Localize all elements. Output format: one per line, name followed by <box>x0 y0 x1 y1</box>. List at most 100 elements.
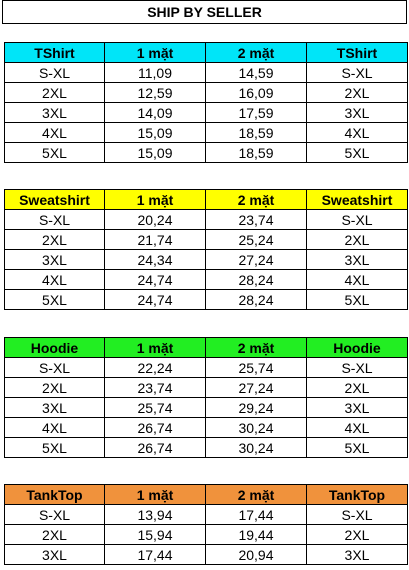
table-cell: 24,34 <box>104 249 206 270</box>
header-cell: Sweatshirt <box>306 189 408 210</box>
table-cell: 5XL <box>4 142 105 163</box>
header-cell: Sweatshirt <box>4 189 105 210</box>
table-cell: S-XL <box>306 504 408 525</box>
table-cell: 24,74 <box>104 289 206 310</box>
table-row: 3XL 17,44 20,94 3XL <box>4 544 408 565</box>
table-cell: 26,74 <box>104 417 206 438</box>
table-cell: 23,74 <box>205 209 307 230</box>
table-row: 3XL 14,09 17,59 3XL <box>4 102 408 123</box>
table-cell: 4XL <box>4 122 105 143</box>
table-cell: 3XL <box>4 544 105 565</box>
table-cell: 17,59 <box>205 102 307 123</box>
header-cell: 1 mặt <box>104 42 206 63</box>
header-cell: TankTop <box>306 484 408 505</box>
table-cell: 17,44 <box>205 504 307 525</box>
table-cell: 12,59 <box>104 82 206 103</box>
table-cell: 2XL <box>4 82 105 103</box>
table-cell: 23,74 <box>104 377 206 398</box>
table-cell: S-XL <box>4 62 105 83</box>
table-cell: S-XL <box>4 504 105 525</box>
hoodie-header-row: Hoodie 1 mặt 2 mặt Hoodie <box>4 337 408 358</box>
header-cell: 1 mặt <box>104 337 206 358</box>
header-cell: TShirt <box>306 42 408 63</box>
table-cell: 5XL <box>306 437 408 458</box>
table-cell: 24,74 <box>104 269 206 290</box>
table-cell: 15,09 <box>104 122 206 143</box>
table-cell: 3XL <box>4 102 105 123</box>
table-cell: 20,24 <box>104 209 206 230</box>
table-row: 4XL 15,09 18,59 4XL <box>4 122 408 143</box>
table-cell: 11,09 <box>104 62 206 83</box>
header-cell: Hoodie <box>306 337 408 358</box>
tanktop-table: TankTop 1 mặt 2 mặt TankTop S-XL 13,94 1… <box>4 484 408 565</box>
table-row: 5XL 24,74 28,24 5XL <box>4 289 408 310</box>
table-cell: 3XL <box>306 102 408 123</box>
table-cell: 15,94 <box>104 524 206 545</box>
table-cell: 5XL <box>4 289 105 310</box>
table-cell: 20,94 <box>205 544 307 565</box>
table-cell: 25,74 <box>104 397 206 418</box>
table-cell: S-XL <box>306 357 408 378</box>
table-cell: 3XL <box>4 397 105 418</box>
table-cell: S-XL <box>4 209 105 230</box>
table-row: 3XL 25,74 29,24 3XL <box>4 397 408 418</box>
tanktop-header-row: TankTop 1 mặt 2 mặt TankTop <box>4 484 408 505</box>
tshirt-table: TShirt 1 mặt 2 mặt TShirt S-XL 11,09 14,… <box>4 42 408 163</box>
sweatshirt-header-row: Sweatshirt 1 mặt 2 mặt Sweatshirt <box>4 189 408 210</box>
table-row: 4XL 26,74 30,24 4XL <box>4 417 408 438</box>
tshirt-header-row: TShirt 1 mặt 2 mặt TShirt <box>4 42 408 63</box>
table-cell: 14,59 <box>205 62 307 83</box>
table-cell: 18,59 <box>205 142 307 163</box>
header-cell: 2 mặt <box>205 189 307 210</box>
table-cell: 28,24 <box>205 269 307 290</box>
header-cell: 2 mặt <box>205 484 307 505</box>
table-cell: 3XL <box>4 249 105 270</box>
header-cell: TShirt <box>4 42 105 63</box>
sheet-title: SHIP BY SELLER <box>2 0 407 24</box>
table-cell: S-XL <box>306 209 408 230</box>
table-cell: S-XL <box>306 62 408 83</box>
table-row: 3XL 24,34 27,24 3XL <box>4 249 408 270</box>
table-row: S-XL 13,94 17,44 S-XL <box>4 504 408 525</box>
table-cell: 16,09 <box>205 82 307 103</box>
sweatshirt-table: Sweatshirt 1 mặt 2 mặt Sweatshirt S-XL 2… <box>4 189 408 310</box>
table-cell: 2XL <box>306 229 408 250</box>
table-cell: 19,44 <box>205 524 307 545</box>
table-row: 4XL 24,74 28,24 4XL <box>4 269 408 290</box>
header-cell: 2 mặt <box>205 42 307 63</box>
table-cell: 2XL <box>4 377 105 398</box>
table-cell: 26,74 <box>104 437 206 458</box>
table-cell: 22,24 <box>104 357 206 378</box>
table-cell: 30,24 <box>205 437 307 458</box>
hoodie-table: Hoodie 1 mặt 2 mặt Hoodie S-XL 22,24 25,… <box>4 337 408 458</box>
table-cell: 4XL <box>306 122 408 143</box>
header-cell: TankTop <box>4 484 105 505</box>
table-row: 2XL 21,74 25,24 2XL <box>4 229 408 250</box>
table-cell: 28,24 <box>205 289 307 310</box>
table-cell: 3XL <box>306 249 408 270</box>
table-row: 2XL 23,74 27,24 2XL <box>4 377 408 398</box>
table-cell: 3XL <box>306 544 408 565</box>
table-cell: 4XL <box>4 417 105 438</box>
table-cell: 13,94 <box>104 504 206 525</box>
header-cell: 2 mặt <box>205 337 307 358</box>
table-row: 2XL 15,94 19,44 2XL <box>4 524 408 545</box>
table-cell: 4XL <box>306 269 408 290</box>
table-row: S-XL 22,24 25,74 S-XL <box>4 357 408 378</box>
table-row: S-XL 20,24 23,74 S-XL <box>4 209 408 230</box>
table-row: S-XL 11,09 14,59 S-XL <box>4 62 408 83</box>
table-cell: S-XL <box>4 357 105 378</box>
table-cell: 17,44 <box>104 544 206 565</box>
table-cell: 30,24 <box>205 417 307 438</box>
table-cell: 2XL <box>306 377 408 398</box>
table-row: 5XL 15,09 18,59 5XL <box>4 142 408 163</box>
header-cell: 1 mặt <box>104 189 206 210</box>
table-cell: 4XL <box>306 417 408 438</box>
table-row: 5XL 26,74 30,24 5XL <box>4 437 408 458</box>
table-cell: 27,24 <box>205 377 307 398</box>
table-cell: 5XL <box>4 437 105 458</box>
table-cell: 4XL <box>4 269 105 290</box>
table-cell: 27,24 <box>205 249 307 270</box>
table-cell: 18,59 <box>205 122 307 143</box>
table-row: 2XL 12,59 16,09 2XL <box>4 82 408 103</box>
